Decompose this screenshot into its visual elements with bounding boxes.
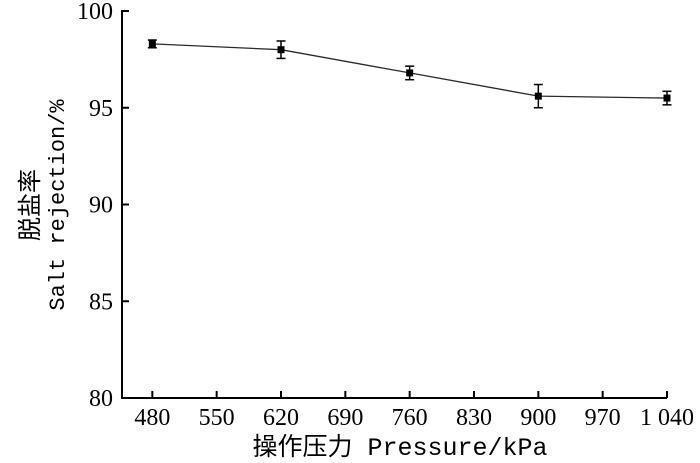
x-tick-label: 690 — [327, 405, 363, 431]
x-tick-label: 480 — [134, 405, 170, 431]
y-tick-label: 95 — [89, 96, 113, 122]
y-tick-label: 100 — [77, 0, 113, 25]
x-axis-title: 操作压力 Pressure/kPa — [252, 433, 547, 463]
axes-spines — [121, 10, 667, 399]
x-tick-label: 900 — [520, 405, 556, 431]
data-point-marker — [277, 46, 285, 54]
x-tick-label: 830 — [456, 405, 492, 431]
data-point-marker — [148, 40, 156, 48]
x-tick-label: 760 — [392, 405, 428, 431]
x-tick-label: 1 040 — [640, 405, 694, 431]
x-tick-label: 550 — [199, 405, 235, 431]
data-point-marker — [663, 94, 671, 102]
y-tick-label: 85 — [89, 289, 113, 315]
y-tick-label: 80 — [89, 386, 113, 412]
y-axis-title-zh: 脱盐率 — [17, 169, 46, 241]
data-point-marker — [534, 92, 542, 100]
x-tick-label: 620 — [263, 405, 299, 431]
y-axis-title-en: Salt rejection/% — [46, 99, 71, 311]
data-point-marker — [406, 69, 414, 77]
y-tick-label: 90 — [89, 193, 113, 219]
x-tick-label: 970 — [585, 405, 621, 431]
